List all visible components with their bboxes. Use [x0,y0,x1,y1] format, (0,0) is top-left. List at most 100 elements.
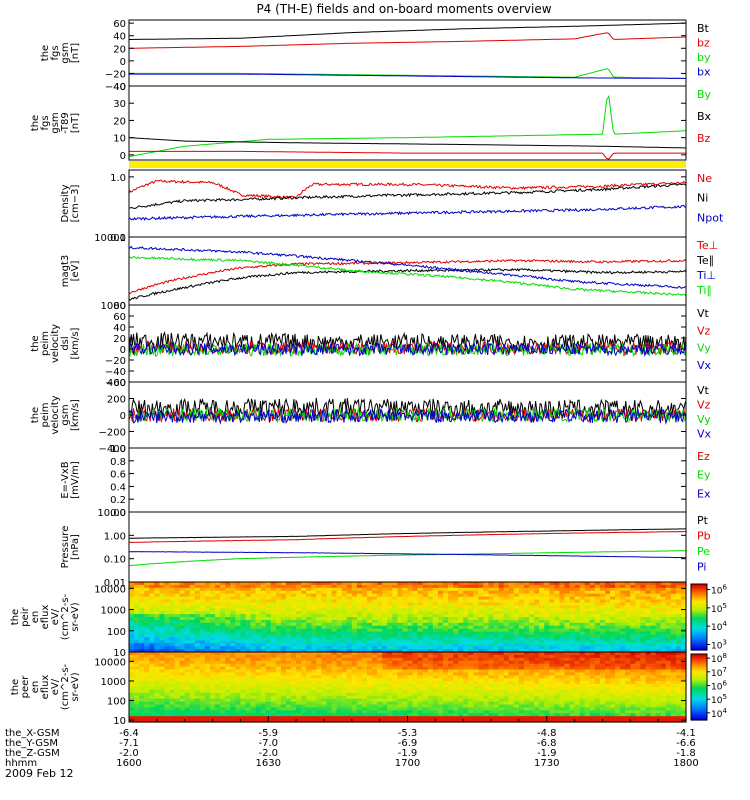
series-Pi-line [128,551,687,559]
y-axis-label: en [30,681,41,694]
legend-Ne: Ne [697,172,712,185]
x-row-value: -6.8 [537,738,557,749]
series-Bt-line [129,22,687,40]
y-tick-label: 400 [107,378,126,389]
y-tick-label: −200 [99,428,126,439]
x-row-value: -2.0 [258,748,278,759]
panel-9: 106 105 104 103 10000 1000 100 10 the peir en eflux… [10,581,727,659]
y-tick-label: 100 [107,697,126,708]
y-axis-label: the [40,45,51,61]
x-row-value: 1630 [256,758,281,769]
y-tick-label: 40 [113,82,126,93]
y-tick-label: 0.01 [104,578,126,589]
y-tick-label: 0.1 [110,233,126,244]
y-axis-label: E=-VxB [60,461,71,498]
y-tick-label: 1.0 [110,444,126,455]
y-tick-label: 20 [113,116,126,127]
y-axis-label: the [30,335,41,351]
colorbar-label: 105 [711,602,727,615]
y-axis-label: [km/s] [70,399,81,431]
legend-Vz: Vz [697,324,711,337]
y-tick-label: 0 [120,151,126,162]
y-tick-label: −20 [105,69,126,80]
series-Vx-line [128,408,687,425]
y-axis-label: [km/s] [70,327,81,359]
y-tick-label: 100 [107,627,126,638]
legend-Pe: Pe [697,545,710,558]
x-row-value: -6.6 [676,738,696,749]
y-tick-label: 10.00 [97,508,126,519]
y-axis-label: velocity [50,324,61,363]
y-tick-label: −20 [105,356,126,367]
panel-8: Pt Pb Pe Pi 10.00 1.00 0.10 0.01 Pressure [nPa] [60,508,711,589]
panel-3: Ne Ni Npot 1.0 0.1 Density [cm−3] [60,161,724,244]
colorbar-label: 105 [711,693,727,706]
y-tick-label: 10 [113,716,126,727]
y-tick-label: 40 [113,32,126,43]
x-row-value: -1.9 [537,748,557,759]
y-tick-label: 10 [113,648,126,659]
y-axis-label: (cm^2-s- [60,593,71,640]
y-axis-label: eV/ [50,678,61,695]
y-tick-label: 30 [113,99,126,110]
chart-title: P4 (TH-E) fields and on-board moments ov… [256,2,551,16]
y-axis-label: peim [40,402,51,427]
series-bz-line [128,32,686,49]
y-tick-label: 10000 [94,657,126,668]
y-tick-label: 0 [120,345,126,356]
y-tick-label: 0 [120,411,126,422]
legend-Pi: Pi [697,561,706,574]
legend-Ex: Ex [697,487,711,500]
y-tick-label: 10000 [94,584,126,595]
y-tick-label: 0.6 [110,470,126,481]
series-Bx-line [128,137,687,149]
y-tick-label: 40 [113,323,126,334]
y-tick-label: 0.10 [104,555,126,566]
y-axis-label: dsl [60,336,71,350]
x-row-value: 1730 [534,758,559,769]
y-axis-label: eV/ [50,608,61,625]
y-axis-label: peim [40,331,51,356]
x-row-value: -1.9 [398,748,418,759]
y-tick-label: 1000 [101,301,126,312]
y-tick-label: 1000 [101,677,126,688]
y-axis-label: [mV/m] [70,461,81,499]
spectrogram [129,582,687,653]
y-axis-label: [nPa] [70,534,81,560]
colorbar: 106 105 104 103 [690,583,727,651]
y-axis-label: [nT] [70,43,81,63]
y-tick-label: −40 [105,82,126,93]
y-axis-label: -T89 [60,112,71,134]
legend-Bx: Bx [697,110,712,123]
y-tick-label: 20 [113,44,126,55]
y-tick-label: −40 [105,367,126,378]
y-axis-label: [eV] [70,261,81,282]
series-By-line [128,94,687,158]
legend-by: by [697,51,711,64]
y-axis-label: the [30,115,41,131]
x-row-value: 1700 [395,758,420,769]
x-row-label: the_Y-GSM [5,738,58,749]
y-axis-label: peer [20,675,31,699]
y-axis-label: velocity [50,395,61,434]
panel-7: Ez Ey Ex 1.0 0.8 0.60.4 0.2 0.0 E=-VxB [mV/m] [60,444,711,519]
legend-By: By [697,88,712,101]
y-tick-label: 0 [120,57,126,68]
series-bx-line [129,73,687,79]
colorbar-label: 106 [711,584,727,597]
y-axis-label: [nT] [70,113,81,133]
legend-Ti∥: Ti∥ [696,284,712,297]
panel-frame [128,236,687,306]
legend-bz: bz [697,37,710,50]
colorbar-label: 104 [711,620,727,633]
legend-Vz: Vz [697,399,711,412]
y-axis-label: gsm [50,112,61,133]
y-tick-label: 0.0 [110,508,126,519]
panel-4: Te⊥ Te∥ Ti⊥ Ti∥ 10000 1000 magt3 [eV] [60,233,718,312]
x-row-value: -5.9 [258,728,278,739]
